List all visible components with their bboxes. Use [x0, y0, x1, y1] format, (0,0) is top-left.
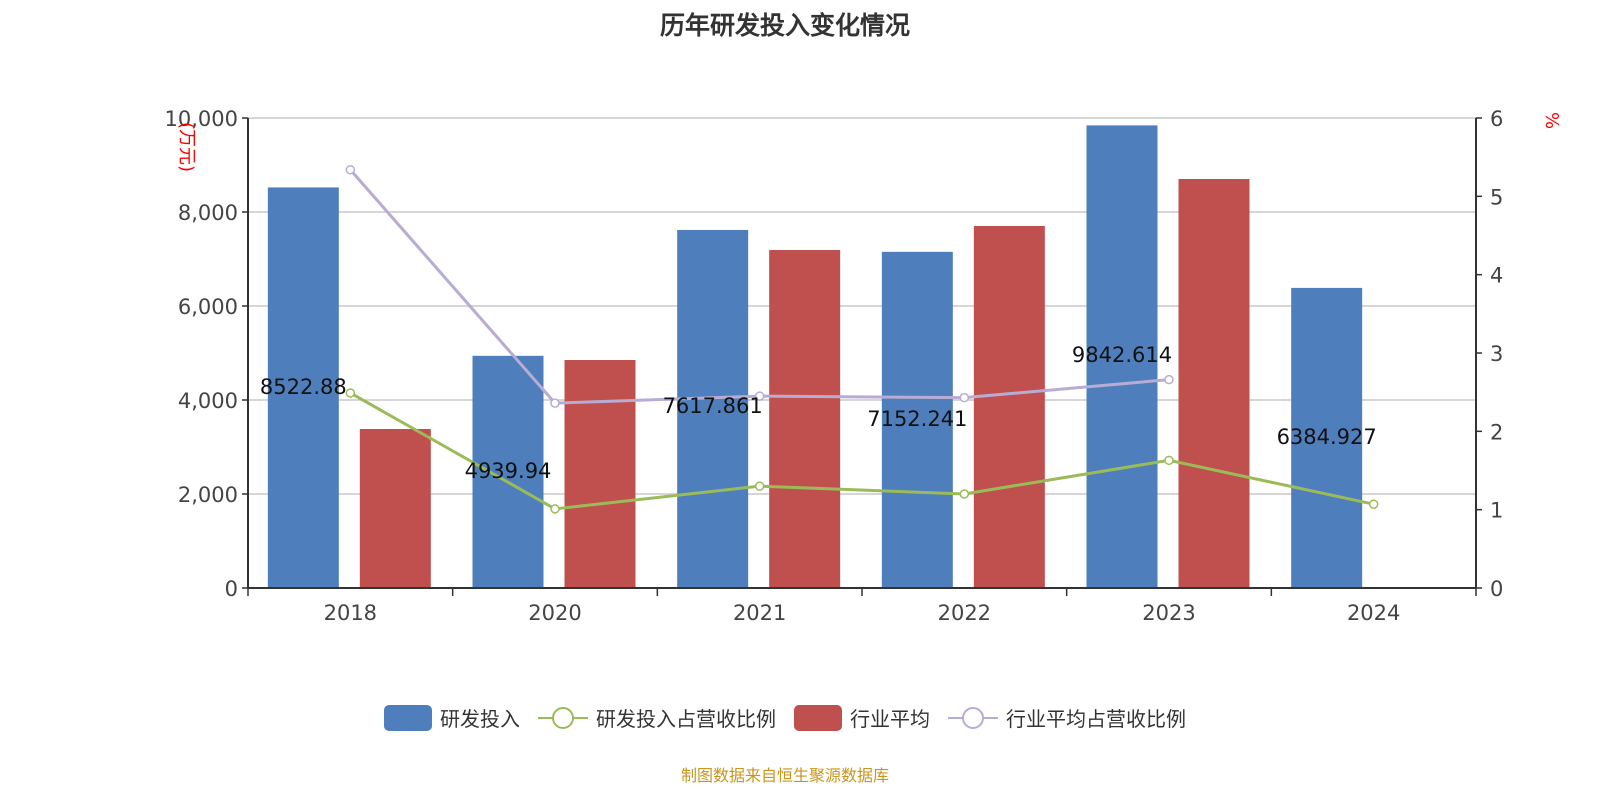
bar-industry	[359, 428, 431, 588]
x-tick-label: 2018	[324, 601, 377, 625]
x-tick-label: 2021	[733, 601, 786, 625]
y-tick-label: 10,000	[165, 107, 238, 131]
data-label: 9842.614	[1072, 343, 1172, 367]
y2-tick-label: 5	[1490, 185, 1503, 209]
bar-rd	[1291, 287, 1363, 588]
line-point	[1368, 499, 1379, 509]
data-label: 6384.927	[1277, 425, 1377, 449]
line-point	[345, 388, 356, 398]
bar-rd	[881, 251, 953, 588]
legend-line-marker-icon	[948, 706, 998, 729]
line-point	[754, 481, 765, 491]
legend-item-rd-ratio[interactable]: 研发投入占营收比例	[538, 703, 776, 732]
source-note: 制图数据来自恒生聚源数据库	[680, 766, 889, 785]
legend-item-industry[interactable]: 行业平均	[794, 703, 930, 732]
bar-industry	[1178, 179, 1250, 589]
line-point	[345, 164, 356, 175]
y-axis-label: (万元)	[176, 122, 197, 172]
y-tick-label: 6,000	[178, 295, 238, 319]
line-point	[1164, 374, 1174, 385]
y2-tick-label: 2	[1490, 420, 1503, 444]
line-point	[550, 504, 560, 514]
legend-label: 研发投入	[440, 707, 520, 731]
legend: 研发投入 研发投入占营收比例 行业平均 行业平均占营收比例	[0, 703, 1570, 732]
y2-tick-label: 6	[1490, 107, 1503, 131]
bar-rd	[1086, 125, 1158, 588]
bar-industry	[564, 360, 636, 588]
x-tick-label: 2024	[1347, 601, 1400, 625]
line-point	[1164, 455, 1174, 466]
x-tick-label: 2023	[1142, 601, 1195, 625]
legend-line-marker-icon	[538, 706, 588, 729]
data-label: 7617.861	[663, 394, 763, 418]
chart-title: 历年研发投入变化情况	[659, 11, 910, 40]
legend-label: 行业平均	[850, 707, 930, 731]
data-label: 7152.241	[867, 407, 967, 431]
line-point	[959, 392, 970, 403]
legend-swatch	[794, 704, 842, 731]
legend-item-rd[interactable]: 研发投入	[384, 703, 520, 732]
legend-label: 研发投入占营收比例	[596, 707, 776, 731]
y2-axis-label: %	[1541, 112, 1562, 129]
y-tick-label: 8,000	[178, 201, 238, 225]
line-rd-ratio	[349, 391, 1374, 511]
line-point	[550, 398, 560, 408]
y2-tick-label: 0	[1490, 577, 1503, 601]
y2-tick-label: 4	[1490, 264, 1503, 288]
legend-item-industry-ratio[interactable]: 行业平均占营收比例	[948, 703, 1186, 732]
y2-tick-label: 1	[1490, 499, 1503, 523]
data-label: 4939.94	[465, 459, 552, 483]
bar-industry	[973, 226, 1045, 589]
y2-tick-label: 3	[1490, 342, 1503, 366]
x-tick-label: 2020	[528, 601, 581, 625]
x-tick-label: 2022	[938, 601, 991, 625]
bar-rd	[677, 229, 749, 589]
legend-swatch	[384, 704, 432, 731]
y-tick-label: 2,000	[178, 483, 238, 507]
line-point	[959, 489, 970, 499]
bar-rd	[472, 355, 544, 588]
bar-industry	[769, 250, 841, 588]
data-label: 8522.88	[260, 375, 347, 399]
legend-label: 行业平均占营收比例	[1006, 707, 1186, 731]
bar-rd	[267, 187, 339, 589]
y-tick-label: 0	[225, 577, 238, 601]
y-tick-label: 4,000	[178, 389, 238, 413]
line-point	[754, 391, 765, 401]
